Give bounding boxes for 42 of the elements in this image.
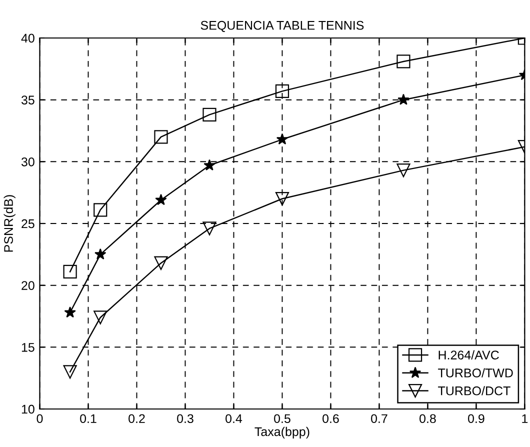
x-tick-label: 1 — [522, 414, 528, 423]
point — [202, 108, 216, 122]
x-tick-label: 0.7 — [371, 414, 388, 424]
chart-title: SEQUENCIA TABLE TENNIS — [200, 20, 364, 32]
point — [94, 203, 108, 217]
point — [63, 264, 77, 279]
point — [154, 130, 168, 144]
x-tick-label: 0 — [36, 414, 43, 424]
point — [94, 248, 106, 260]
x-axis-title: Taxa(bpp) — [254, 426, 310, 439]
x-tick-label: 0.8 — [420, 414, 436, 424]
point — [275, 84, 290, 98]
point — [94, 310, 108, 324]
y-tick-label: 10 — [22, 404, 34, 414]
point — [396, 54, 410, 68]
point — [155, 194, 167, 206]
x-tick-label: 0.9 — [468, 414, 484, 424]
x-tick-label: 0.5 — [274, 414, 290, 424]
legend-label: TURBO/DCT — [438, 386, 510, 396]
y-tick-label: 35 — [21, 96, 34, 104]
point — [396, 164, 410, 178]
x-tick-label: 0.6 — [322, 414, 339, 424]
y-axis-title: PSNR(dB) — [4, 195, 16, 252]
y-tick-label: 25 — [22, 219, 34, 228]
point — [275, 192, 290, 206]
y-tick-label: 40 — [21, 34, 34, 43]
point — [63, 365, 77, 379]
x-tick-label: 0.3 — [177, 414, 194, 424]
point — [64, 306, 76, 318]
x-tick-label: 0.1 — [80, 414, 96, 424]
y-tick-label: 30 — [21, 157, 34, 166]
y-tick-label: 15 — [22, 343, 34, 352]
point — [204, 159, 216, 170]
x-tick-label: 0.2 — [128, 414, 145, 424]
point — [276, 133, 288, 144]
point — [398, 94, 410, 105]
y-tick-label: 20 — [22, 281, 34, 290]
legend-label: TURBO/TWD — [438, 368, 513, 378]
legend-label: H.264/AVC — [438, 350, 499, 360]
x-tick-label: 0.4 — [226, 414, 242, 424]
point — [154, 256, 168, 270]
point — [202, 222, 216, 236]
